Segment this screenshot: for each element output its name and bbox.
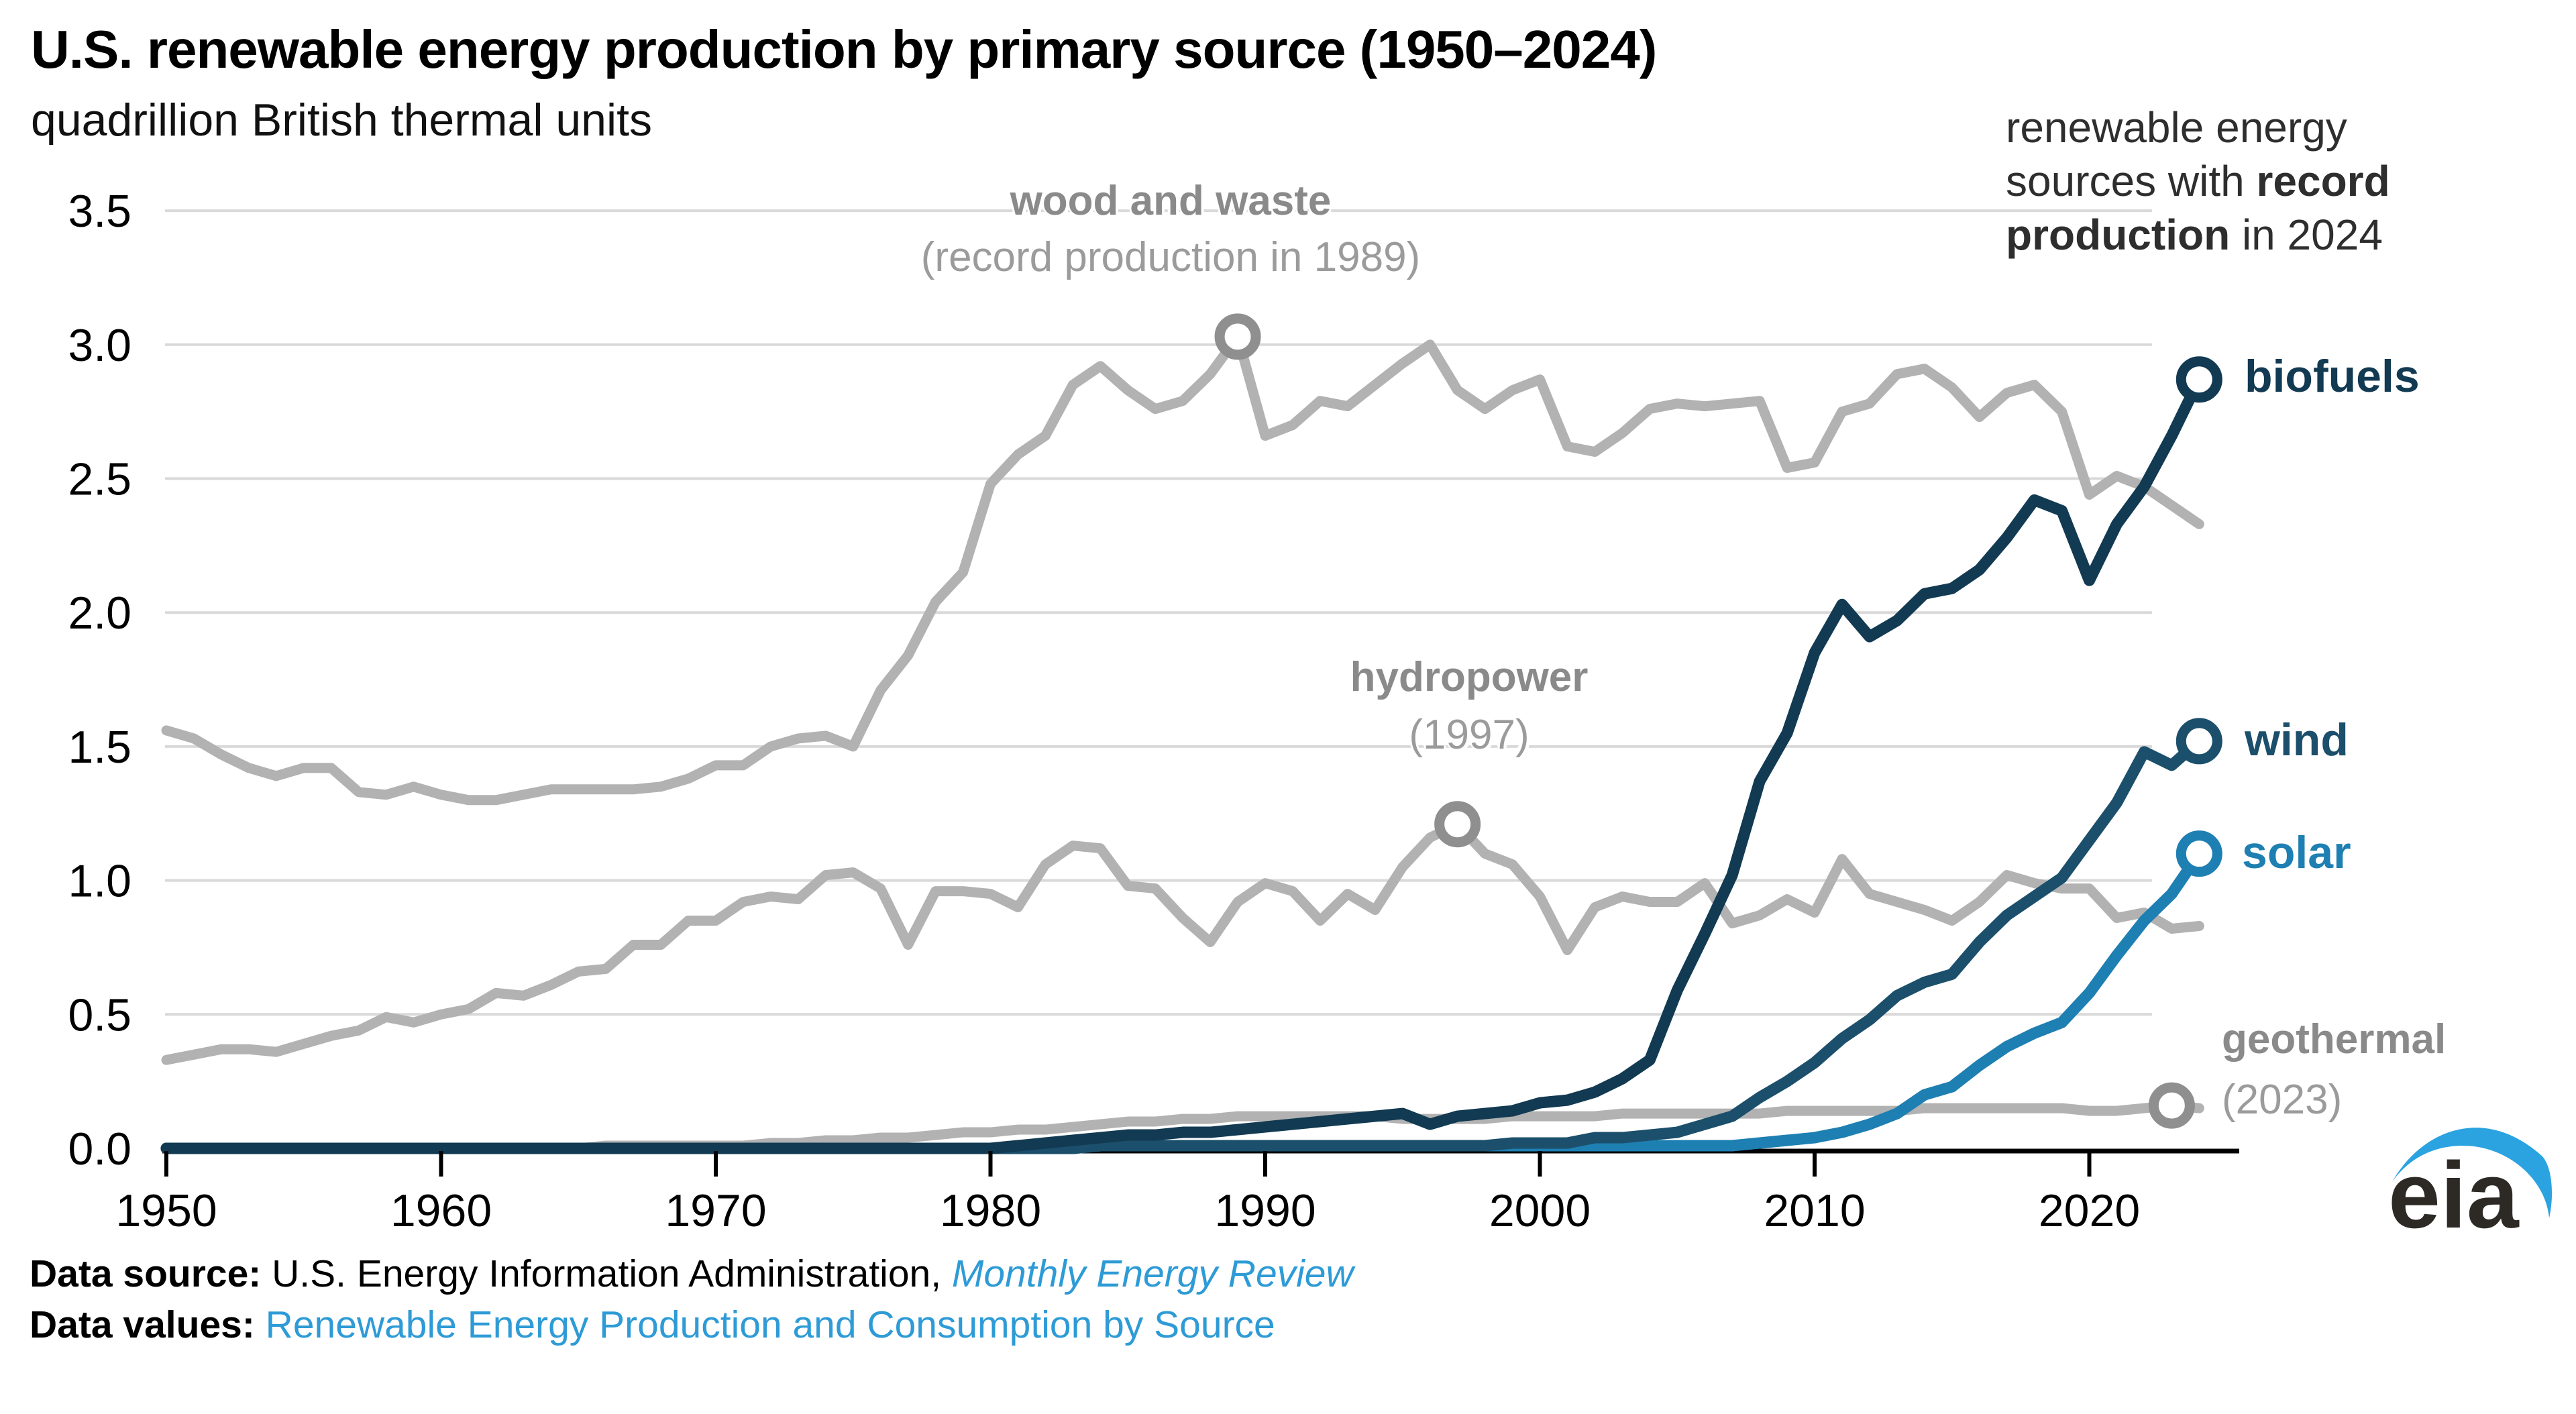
- hydropower-annotation-sub: (1997): [1409, 712, 1529, 758]
- geothermal-series-sub: (2023): [2222, 1077, 2343, 1123]
- x-tick-label: 1960: [390, 1185, 492, 1236]
- series-line-wood-and-waste: [161, 331, 2204, 806]
- wood-waste-annotation-label: wood and waste: [1010, 178, 1332, 224]
- x-tick-label: 1980: [940, 1185, 1041, 1236]
- x-tick-label: 2000: [1489, 1185, 1591, 1236]
- record-marker-solar: [2176, 830, 2222, 877]
- hydropower-annotation-label: hydropower: [1350, 654, 1589, 700]
- wood-waste-annotation-sub: (record production in 1989): [920, 234, 1421, 280]
- note-line-2: sources with record: [2006, 157, 2390, 205]
- x-tick-label: 2010: [1764, 1185, 1865, 1236]
- y-tick-label: 1.0: [68, 856, 131, 907]
- eia-logo-swoosh-icon: [2392, 1128, 2553, 1218]
- page-title: U.S. renewable energy production by prim…: [31, 19, 1657, 79]
- geothermal-series-label: geothermal: [2222, 1016, 2447, 1063]
- record-production-note: renewable energy sources with record pro…: [2006, 101, 2529, 262]
- data-source-label: Data source:: [30, 1252, 262, 1295]
- biofuels-series-label: biofuels: [2245, 351, 2420, 402]
- data-source-text: U.S. Energy Information Administration,: [261, 1252, 952, 1295]
- wind-series-label: wind: [2245, 714, 2349, 765]
- eia-logo-text: eia: [2388, 1142, 2520, 1246]
- y-tick-label: 1.5: [68, 722, 131, 773]
- y-tick-label: 0.0: [68, 1124, 131, 1175]
- y-tick-label: 2.5: [68, 454, 131, 505]
- record-marker-wind: [2176, 718, 2222, 765]
- x-tick-label: 1950: [115, 1185, 217, 1236]
- note-line-1: renewable energy: [2006, 103, 2347, 152]
- record-marker-geothermal: [2148, 1082, 2195, 1129]
- y-tick-label: 3.5: [68, 186, 131, 237]
- solar-series-label: solar: [2242, 827, 2351, 878]
- y-tick-label: 3.0: [68, 320, 131, 371]
- data-source-line: Data source: U.S. Energy Information Adm…: [30, 1252, 1354, 1296]
- y-tick-label: 2.0: [68, 588, 131, 639]
- record-marker-wood-and-waste: [1214, 313, 1261, 360]
- record-marker-biofuels: [2176, 356, 2222, 403]
- x-tick-label: 1990: [1214, 1185, 1316, 1236]
- note-line-3: production in 2024: [2006, 211, 2383, 259]
- monthly-energy-review-link[interactable]: Monthly Energy Review: [951, 1252, 1354, 1295]
- page-subtitle: quadrillion British thermal units: [31, 95, 652, 146]
- data-values-label: Data values:: [30, 1303, 255, 1346]
- series-line-biofuels: [160, 374, 2205, 1154]
- record-marker-hydropower: [1434, 801, 1481, 848]
- y-tick-label: 0.5: [68, 989, 131, 1040]
- series-line-hydropower: [161, 819, 2204, 1065]
- x-tick-label: 1970: [665, 1185, 766, 1236]
- data-values-line: Data values: Renewable Energy Production…: [30, 1303, 1275, 1347]
- eia-logo: eia: [2388, 1128, 2553, 1246]
- x-tick-label: 2020: [2039, 1185, 2140, 1236]
- data-values-link[interactable]: Renewable Energy Production and Consumpt…: [265, 1303, 1275, 1346]
